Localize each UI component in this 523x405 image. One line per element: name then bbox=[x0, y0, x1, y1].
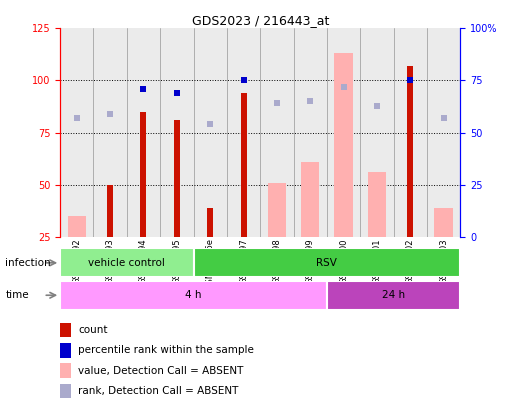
Bar bbox=[360, 28, 393, 237]
Bar bbox=[141, 112, 146, 237]
Bar bbox=[301, 162, 320, 237]
Bar bbox=[293, 28, 327, 237]
Bar bbox=[60, 281, 327, 310]
Bar bbox=[194, 28, 227, 237]
Title: GDS2023 / 216443_at: GDS2023 / 216443_at bbox=[191, 14, 329, 27]
Bar bbox=[174, 120, 180, 237]
Bar bbox=[60, 384, 71, 398]
Bar bbox=[60, 323, 71, 337]
Text: time: time bbox=[5, 290, 29, 300]
Bar bbox=[60, 343, 71, 358]
Bar bbox=[427, 28, 460, 237]
Text: vehicle control: vehicle control bbox=[88, 258, 165, 268]
Bar bbox=[268, 183, 286, 237]
Bar bbox=[227, 28, 260, 237]
Bar bbox=[107, 185, 113, 237]
Bar bbox=[435, 208, 453, 237]
Bar bbox=[327, 28, 360, 237]
Text: rank, Detection Call = ABSENT: rank, Detection Call = ABSENT bbox=[78, 386, 238, 396]
Bar bbox=[94, 28, 127, 237]
Bar bbox=[260, 28, 293, 237]
Text: infection: infection bbox=[5, 258, 51, 268]
Bar bbox=[207, 208, 213, 237]
Bar bbox=[334, 53, 353, 237]
Bar bbox=[60, 248, 194, 277]
Bar bbox=[327, 281, 460, 310]
Text: 4 h: 4 h bbox=[185, 290, 202, 300]
Bar bbox=[368, 172, 386, 237]
Bar bbox=[241, 93, 246, 237]
Bar bbox=[127, 28, 160, 237]
Bar bbox=[394, 28, 427, 237]
Text: value, Detection Call = ABSENT: value, Detection Call = ABSENT bbox=[78, 366, 244, 375]
Text: 24 h: 24 h bbox=[382, 290, 405, 300]
Text: RSV: RSV bbox=[316, 258, 337, 268]
Text: percentile rank within the sample: percentile rank within the sample bbox=[78, 345, 254, 355]
Bar bbox=[67, 216, 86, 237]
Bar bbox=[407, 66, 413, 237]
Text: count: count bbox=[78, 325, 108, 335]
Bar bbox=[60, 363, 71, 378]
Bar bbox=[194, 248, 460, 277]
Bar bbox=[160, 28, 194, 237]
Bar bbox=[60, 28, 94, 237]
